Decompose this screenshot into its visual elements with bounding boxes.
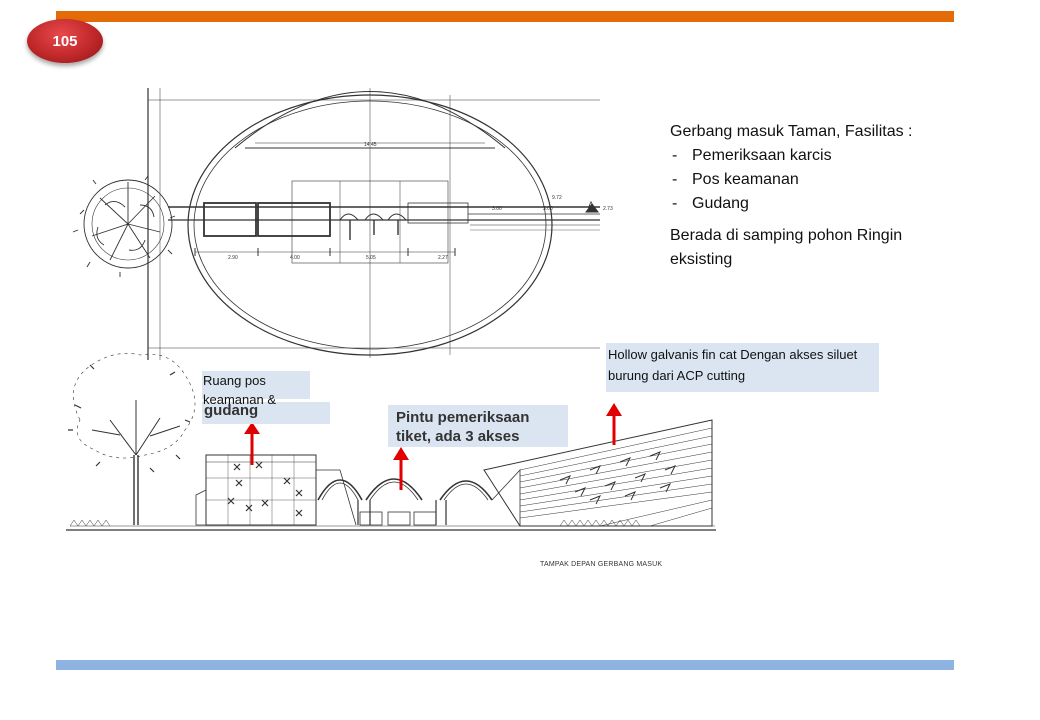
label-hollow-galvanis: Hollow galvanis fin cat Dengan akses sil… (606, 343, 879, 392)
dim-label-8: 2.27 (438, 255, 448, 261)
label-ruang-pos: Ruang pos keamanan & (203, 373, 276, 407)
elevation-drawing (66, 353, 716, 531)
facility-list: Pemeriksaan karcis Pos keamanan Gudang (670, 144, 930, 216)
plan-dimension-labels: 14.45 9.72 3.00 3.00 2.73 2.90 4.00 5.05… (228, 142, 613, 261)
drawing-caption: TAMPAK DEPAN GERBANG MASUK (540, 561, 663, 568)
page-number-badge: 105 (27, 19, 103, 63)
dim-label-3: 3.00 (543, 206, 553, 212)
facility-item: Pos keamanan (670, 168, 930, 192)
dim-label-2: 3.00 (492, 206, 502, 212)
label-gudang: gudang (204, 402, 259, 419)
plan-tree-icon (72, 175, 176, 277)
annotation-arrows (244, 403, 622, 490)
label-bg-gudang (202, 402, 330, 424)
label-bg-ruang (202, 371, 310, 399)
elevation-tree-icon (68, 353, 196, 525)
section-mark: A (588, 200, 594, 210)
top-accent-bar (56, 11, 954, 22)
bottom-accent-bar (56, 660, 954, 670)
location-note: Berada di samping pohon Ringin eksisting (670, 227, 903, 268)
description-title: Gerbang masuk Taman, Fasilitas : (670, 123, 913, 140)
dim-label-7: 5.05 (366, 255, 376, 261)
facility-item: Gudang (670, 192, 930, 216)
dim-label-0: 14.45 (364, 142, 377, 148)
label-pintu-pemeriksaan: Pintu pemeriksaan tiket, ada 3 akses (388, 405, 568, 447)
dim-label-5: 2.90 (228, 255, 238, 261)
dim-label-6: 4.00 (290, 255, 300, 261)
facility-description: Gerbang masuk Taman, Fasilitas : Pemerik… (670, 120, 930, 272)
dim-label-4: 2.73 (603, 206, 613, 212)
site-plan (147, 88, 600, 360)
dim-label-1: 9.72 (552, 195, 562, 201)
facility-item: Pemeriksaan karcis (670, 144, 930, 168)
